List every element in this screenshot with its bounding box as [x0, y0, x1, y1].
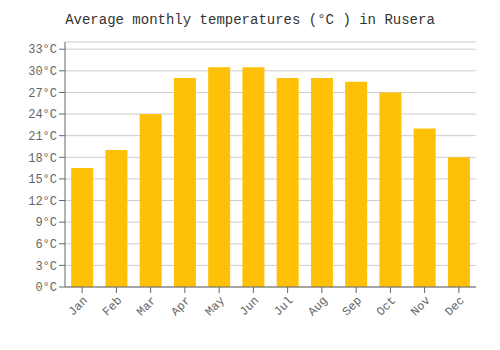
svg-text:Oct: Oct — [374, 294, 399, 319]
html-text:Average monthly temperatures (: Average monthly temperatures (°C ) in Ru… — [65, 12, 435, 28]
svg-text:15°C: 15°C — [28, 173, 57, 187]
svg-text:18°C: 18°C — [28, 152, 57, 166]
svg-text:30°C: 30°C — [28, 65, 57, 79]
svg-text:27°C: 27°C — [28, 87, 57, 101]
svg-text:21°C: 21°C — [28, 130, 57, 144]
svg-text:3°C: 3°C — [35, 260, 57, 274]
svg-text:Feb: Feb — [100, 294, 125, 319]
svg-text:33°C: 33°C — [28, 43, 57, 57]
svg-text:24°C: 24°C — [28, 108, 57, 122]
svg-text:12°C: 12°C — [28, 195, 57, 209]
svg-text:Jul: Jul — [271, 294, 296, 319]
svg-text:Sep: Sep — [340, 294, 365, 319]
svg-text:0°C: 0°C — [35, 281, 57, 295]
svg-text:6°C: 6°C — [35, 238, 57, 252]
svg-text:Apr: Apr — [169, 294, 194, 319]
svg-text:Nov: Nov — [408, 294, 433, 319]
svg-text:Aug: Aug — [306, 294, 331, 319]
svg-text:Jan: Jan — [66, 294, 91, 319]
svg-text:May: May — [203, 294, 228, 319]
svg-text:Mar: Mar — [134, 294, 159, 319]
svg-text:Jun: Jun — [237, 294, 262, 319]
svg-text:9°C: 9°C — [35, 216, 57, 230]
svg-text:Dec: Dec — [443, 294, 468, 319]
